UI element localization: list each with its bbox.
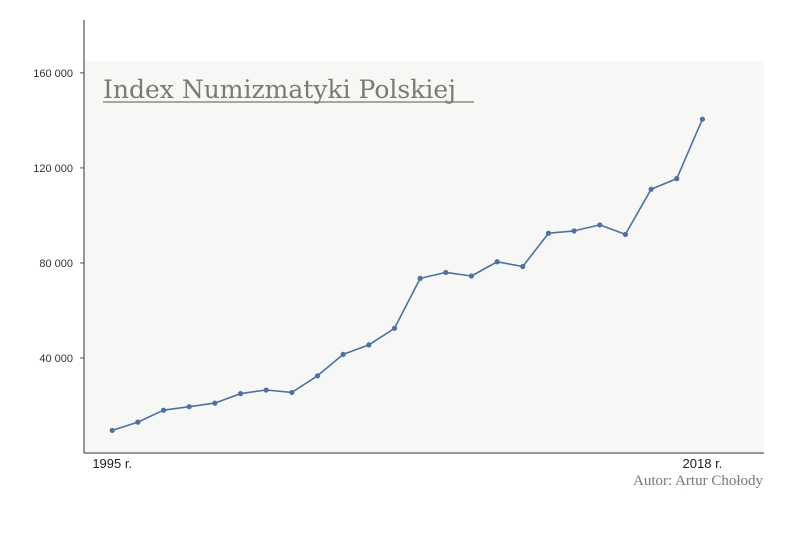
data-point xyxy=(314,373,321,379)
data-point xyxy=(237,391,244,397)
data-point xyxy=(186,404,192,410)
data-point xyxy=(263,387,269,393)
x-tick-label: 1995 r. xyxy=(92,456,132,471)
x-tick-label: 2018 r. xyxy=(683,456,723,471)
data-point xyxy=(135,419,141,425)
y-tick-label: 120 000 xyxy=(33,163,73,175)
data-point xyxy=(545,230,552,236)
data-point xyxy=(674,176,680,182)
x-axis-ticks: 1995 r. 2018 r. xyxy=(92,456,722,471)
chart-title: Index Numizmatyki Polskiej xyxy=(103,75,456,104)
y-tick-label: 80 000 xyxy=(39,258,73,270)
series-group xyxy=(109,116,706,434)
data-point xyxy=(520,263,526,270)
data-point xyxy=(289,389,295,396)
chart-author: Autor: Artur Chołody xyxy=(633,473,763,489)
data-point xyxy=(468,273,475,279)
data-point xyxy=(494,259,500,265)
data-point xyxy=(109,427,115,434)
data-point xyxy=(699,116,706,122)
data-point xyxy=(417,275,423,281)
data-point xyxy=(340,351,346,358)
data-point xyxy=(622,231,629,238)
data-point xyxy=(160,407,167,413)
y-axis-ticks: 40 000 80 000 120 000 160 000 xyxy=(33,68,84,365)
data-point xyxy=(443,269,449,276)
data-point xyxy=(212,400,218,406)
data-point xyxy=(391,325,398,331)
data-point xyxy=(597,222,603,228)
plot-background xyxy=(84,61,764,453)
data-point xyxy=(366,342,372,348)
series-line xyxy=(111,118,704,432)
y-tick-label: 160 000 xyxy=(33,68,73,80)
data-point xyxy=(571,228,577,234)
y-tick-label: 40 000 xyxy=(39,353,73,365)
data-point xyxy=(648,186,654,192)
